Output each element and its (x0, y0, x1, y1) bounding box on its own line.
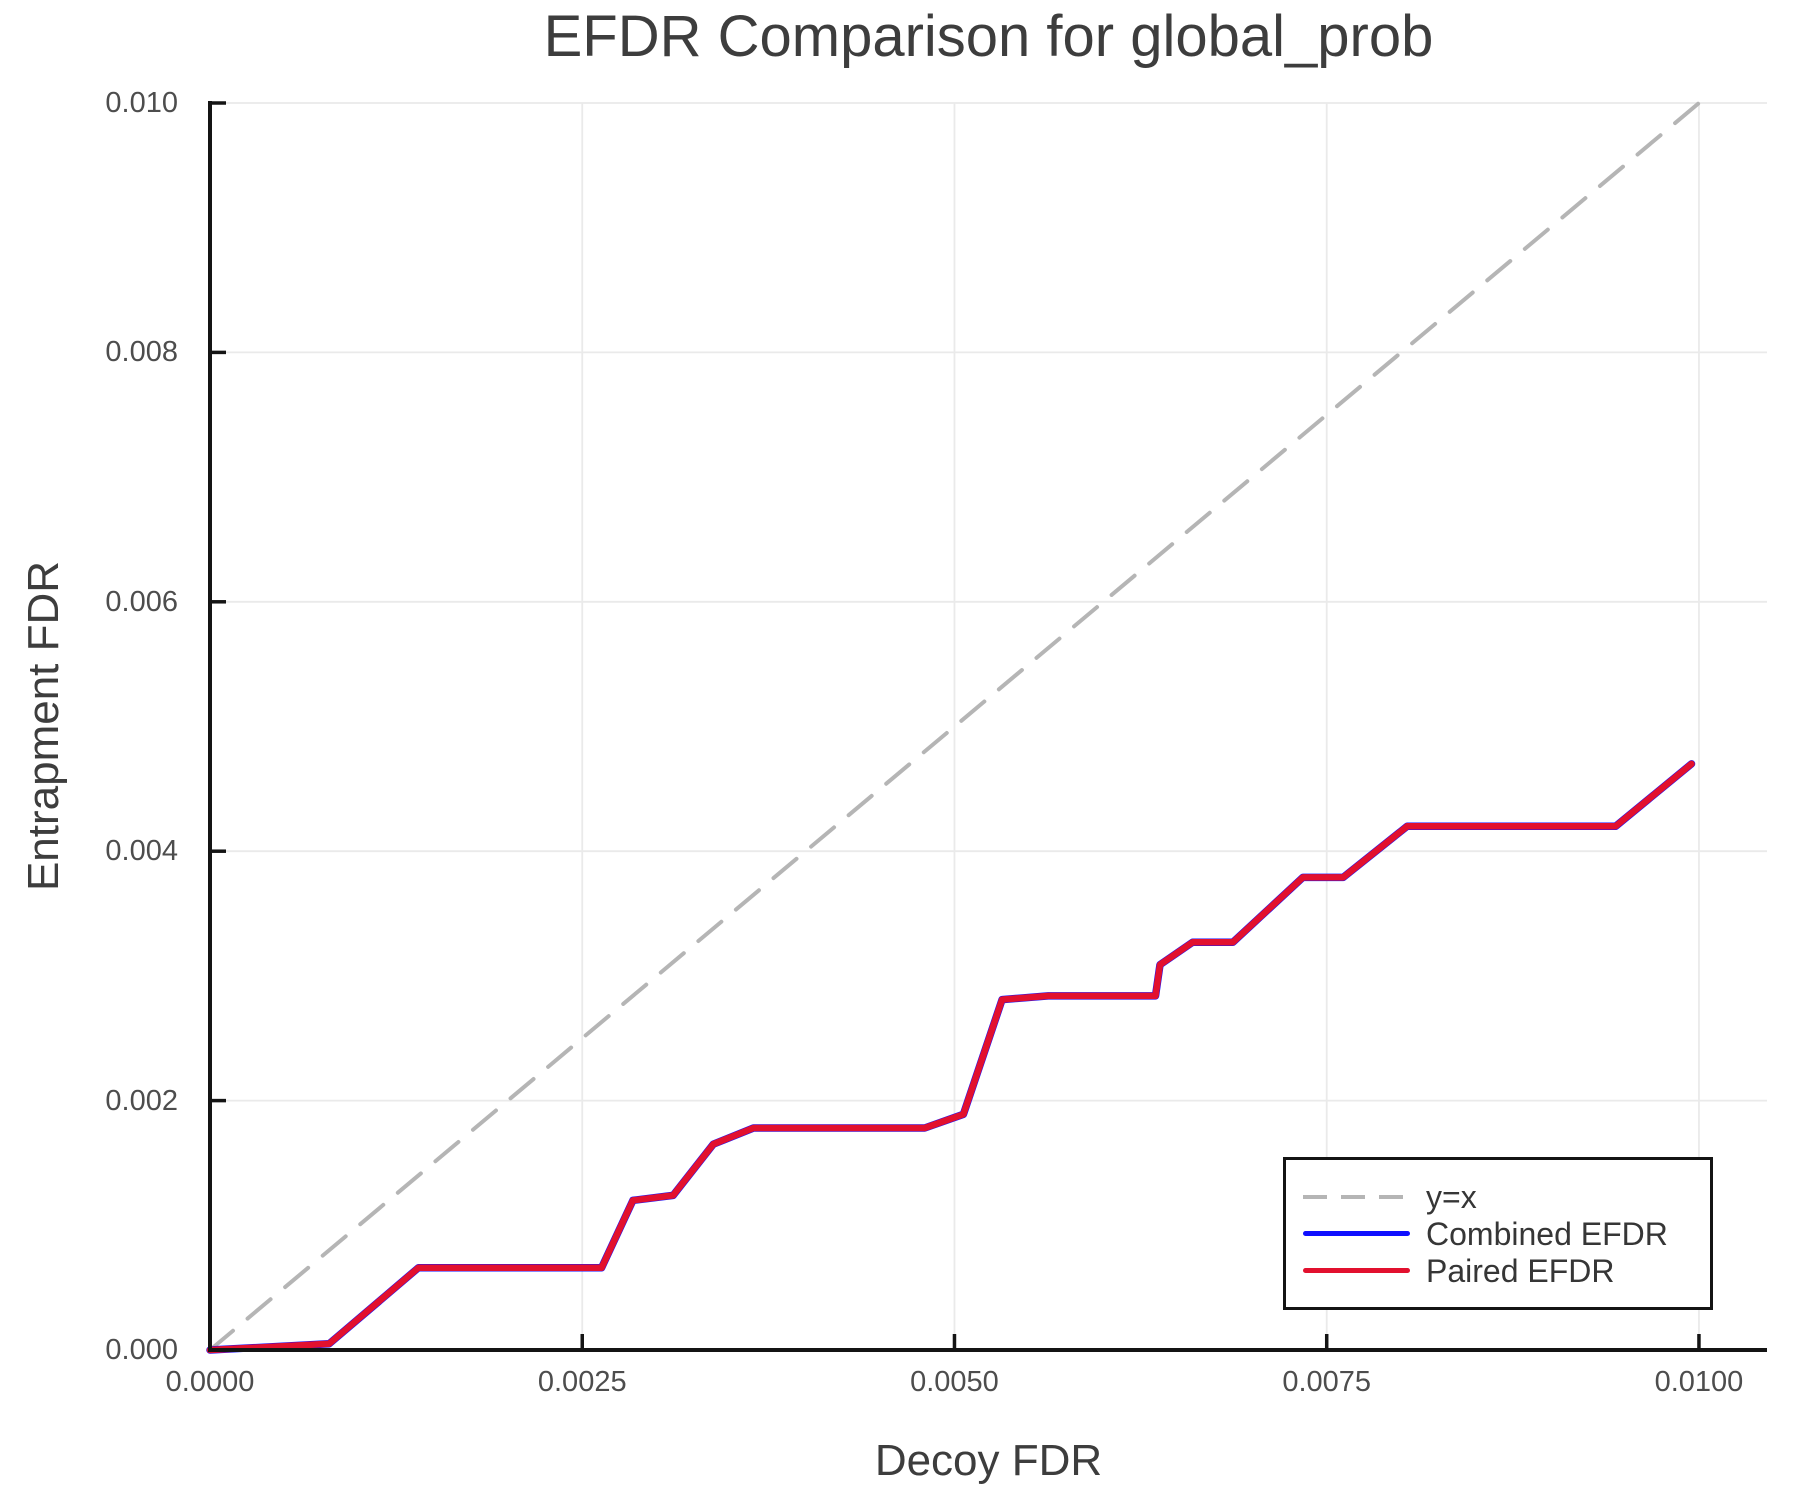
x-tick-label: 0.0100 (1654, 1366, 1744, 1398)
series-line-y-x (208, 101, 1701, 1352)
legend: y=x Combined EFDR Paired EFDR (1283, 1157, 1713, 1310)
legend-label-combined-efdr: Combined EFDR (1426, 1215, 1668, 1252)
y-tick-label: 0.006 (105, 585, 178, 618)
x-tick-label: 0.0000 (165, 1366, 255, 1398)
legend-item-paired-efdr: Paired EFDR (1303, 1252, 1710, 1289)
legend-item-yx: y=x (1303, 1178, 1710, 1215)
legend-label-yx: y=x (1426, 1178, 1477, 1215)
legend-red-line-swatch (1303, 1268, 1410, 1273)
y-tick-label: 0.008 (105, 336, 178, 369)
x-axis-label: Decoy FDR (874, 1436, 1103, 1485)
y-tick-label: 0.002 (105, 1084, 178, 1117)
y-tick-label: 0.004 (105, 835, 178, 868)
series-line-paired-efdr (206, 760, 1695, 1354)
legend-dashed-line-swatch (1303, 1194, 1410, 1199)
y-tick-label: 0.000 (105, 1334, 178, 1366)
legend-label-paired-efdr: Paired EFDR (1426, 1252, 1615, 1289)
legend-item-combined-efdr: Combined EFDR (1303, 1215, 1710, 1252)
x-tick-label: 0.0075 (1282, 1366, 1372, 1398)
legend-blue-line-swatch (1303, 1231, 1410, 1236)
y-tick-label: 0.010 (105, 87, 178, 119)
chart-title: EFDR Comparison for global_prob (543, 4, 1434, 69)
x-tick-label: 0.0050 (910, 1366, 999, 1398)
x-tick-label: 0.0025 (537, 1366, 627, 1398)
